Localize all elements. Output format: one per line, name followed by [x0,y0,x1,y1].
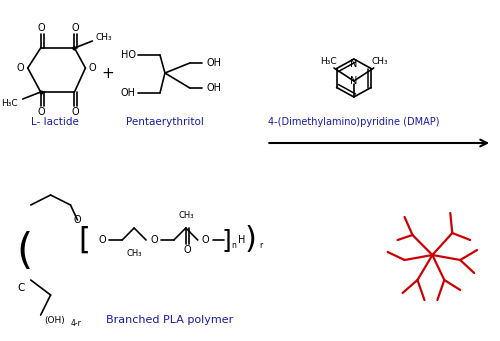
Text: O: O [38,23,46,33]
Text: (OH): (OH) [44,315,65,325]
Text: H₃C: H₃C [320,57,336,65]
Text: CH₃: CH₃ [126,250,142,258]
Text: L- lactide: L- lactide [30,117,78,127]
Text: Branched PLA polymer: Branched PLA polymer [106,315,234,325]
Text: N: N [350,76,358,86]
Text: OH: OH [120,88,136,98]
Text: Pentaerythritol: Pentaerythritol [126,117,204,127]
Text: O: O [202,235,209,245]
Text: O: O [38,107,46,117]
Text: H: H [238,235,245,245]
Text: ]: ] [222,228,232,252]
Text: OH: OH [206,58,221,68]
Text: N: N [350,59,358,69]
Text: r: r [259,240,262,250]
Text: CH₃: CH₃ [372,57,388,65]
Text: HO: HO [120,50,136,60]
Text: +: + [101,65,114,80]
Text: (: ( [16,231,33,273]
Text: O: O [150,235,158,245]
Text: C: C [17,283,24,293]
Text: CH₃: CH₃ [178,210,194,220]
Text: O: O [72,107,80,117]
Text: O: O [74,215,82,225]
Text: 4-(Dimethylamino)pyridine (DMAP): 4-(Dimethylamino)pyridine (DMAP) [268,117,440,127]
Text: [: [ [78,225,90,254]
Text: ): ) [244,225,256,254]
Text: O: O [183,245,190,255]
Text: O: O [98,235,106,245]
Text: O: O [17,63,24,73]
Text: H₃C: H₃C [2,99,18,107]
Text: n: n [231,240,236,250]
Text: O: O [72,23,80,33]
Text: O: O [88,63,96,73]
Text: CH₃: CH₃ [96,33,112,43]
Text: 4-r: 4-r [71,318,82,327]
Text: OH: OH [206,83,221,93]
